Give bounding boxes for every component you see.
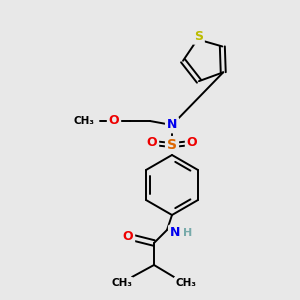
Text: O: O (123, 230, 133, 244)
Text: H: H (183, 228, 193, 238)
Text: S: S (194, 30, 203, 43)
Text: CH₃: CH₃ (175, 278, 196, 288)
Text: S: S (167, 138, 177, 152)
Text: O: O (147, 136, 157, 149)
Text: N: N (170, 226, 180, 239)
Text: O: O (109, 115, 119, 128)
Text: CH₃: CH₃ (73, 116, 94, 126)
Text: CH₃: CH₃ (111, 278, 132, 288)
Text: O: O (187, 136, 197, 149)
Text: N: N (167, 118, 177, 131)
